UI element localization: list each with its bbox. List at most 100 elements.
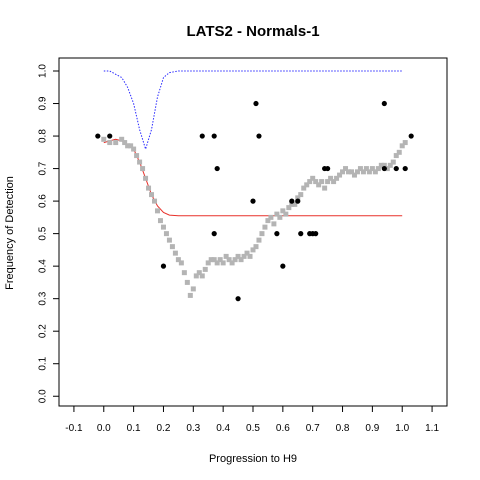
x-tick-label: 1.1 [425,423,439,434]
y-axis: 0.0 0.1 0.2 0.3 0.4 0.5 0.6 0.7 0.8 0.9 1.0 [38,64,59,403]
grey-point [399,143,405,149]
grey-point [354,169,360,175]
y-tick-label: 0.5 [38,226,49,240]
black-point [235,296,241,302]
grey-point [193,273,199,279]
x-tick-label: 0.0 [97,423,111,434]
grey-point [289,201,295,207]
y-tick-label: 0.3 [38,291,49,305]
grey-point [184,279,190,285]
grey-point [122,140,128,146]
black-point [313,231,319,237]
grey-point [343,166,349,172]
black-point [393,165,399,172]
x-tick-label: 1.0 [395,423,409,434]
grey-point [360,169,366,175]
grey-point [256,237,262,243]
grey-point [387,162,393,168]
grey-point [325,179,331,185]
grey-point [334,175,340,181]
grey-point [178,260,184,266]
grey-point [202,266,208,272]
grey-point [307,179,313,185]
grey-point [301,185,307,191]
grey-point [134,153,140,159]
grey-point [125,143,131,149]
grey-point [340,169,346,175]
grey-point [232,257,238,263]
grey-point [166,237,172,243]
grey-point [113,140,119,146]
black-point [160,263,167,269]
plot-area [58,57,448,407]
grey-point [241,253,247,259]
grey-point [244,250,250,256]
x-tick-label: 0.7 [306,423,320,434]
grey-point [277,214,283,220]
grey-point [160,224,166,230]
series-points [95,100,414,302]
grey-point [346,169,352,175]
grey-point [337,172,343,178]
black-point [280,263,286,269]
grey-point [372,169,378,175]
grey-point [119,136,125,142]
grey-point [375,166,381,172]
grey-point [196,270,202,276]
grey-point [393,153,399,159]
grey-point [402,140,408,146]
grey-point [187,292,193,298]
y-axis-label: Frequency of Detection [4,176,16,290]
grey-point [259,231,265,237]
x-tick-label: 0.1 [127,423,141,434]
blue-dotted-line [103,70,403,151]
chart-title: LATS2 - Normals-1 [186,23,319,40]
y-tick-label: 0.9 [38,96,49,110]
grey-point [226,257,232,263]
black-point [253,100,259,107]
grey-point [157,218,163,224]
grey-point [131,146,137,152]
black-point [408,133,414,139]
black-point [214,165,220,172]
grey-point [220,260,226,266]
x-tick-label: 0.6 [276,423,290,434]
grey-point [292,201,298,207]
grey-point [295,195,301,201]
grey-point [378,162,384,168]
grey-point [128,143,134,149]
grey-point [286,205,292,211]
grey-point [390,159,396,165]
grey-point [348,169,354,175]
x-axis-label: Progression to H9 [209,453,297,465]
black-point [211,133,217,139]
black-point [274,231,280,237]
grey-point [265,218,271,224]
y-tick-label: 0.8 [38,129,49,143]
black-point [402,165,408,172]
grey-point [140,166,146,172]
black-point [107,133,113,139]
x-tick-label: 0.5 [246,423,260,434]
grey-point [223,253,229,259]
grey-point [238,257,244,263]
x-axis: -0.1 0.0 0.1 0.2 0.3 0.4 0.5 0.6 0.7 0.8 0.9 1.0 1.1 [65,406,439,434]
grey-point [137,159,143,165]
grey-point [143,175,149,181]
grey-point [351,172,357,178]
y-tick-label: 0.4 [38,259,49,273]
grey-point [152,198,158,204]
grey-point [268,214,274,220]
plot-border [58,57,448,407]
red-fit-line [103,138,403,217]
black-point [381,165,387,172]
x-tick-label: 0.4 [216,423,230,434]
x-tick-label: 0.8 [336,423,350,434]
grey-point [169,244,175,250]
grey-point [331,179,337,185]
grey-point [247,253,253,259]
black-point [298,231,304,237]
grey-point [369,166,375,172]
grey-point [363,166,369,172]
x-tick-label: 0.2 [157,423,171,434]
